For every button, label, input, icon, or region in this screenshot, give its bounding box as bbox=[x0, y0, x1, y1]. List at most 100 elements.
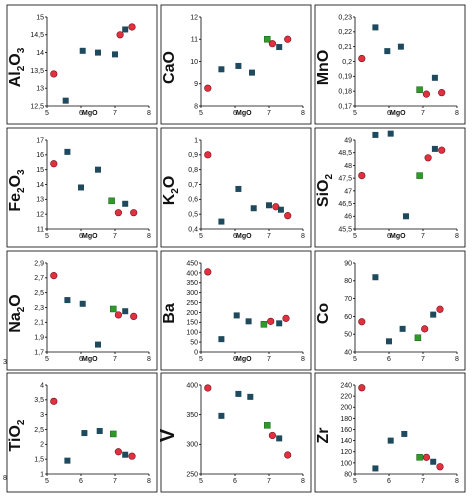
y-tick-label: 70 bbox=[344, 296, 352, 303]
data-point-square bbox=[62, 97, 69, 104]
data-point-square bbox=[79, 47, 86, 54]
x-tick-label: 7 bbox=[113, 233, 117, 240]
panel-cao: 8 9 10 11 12 5 6 7 8 MgO CaO bbox=[160, 4, 312, 125]
y-tick-label: 13,5 bbox=[30, 68, 44, 75]
y-tick-label: 16 bbox=[36, 152, 44, 159]
y-tick-label: 0,4 bbox=[188, 226, 198, 233]
y-tick-label: 17 bbox=[36, 137, 44, 144]
y-tick-label: 4 bbox=[40, 382, 44, 389]
data-point-circle bbox=[114, 311, 122, 319]
data-point-square bbox=[64, 457, 71, 464]
x-tick-label: 8 bbox=[301, 356, 305, 363]
y-tick-label: 1 bbox=[194, 137, 198, 144]
panel-frame bbox=[314, 250, 466, 371]
y-tick-label: 11 bbox=[191, 37, 198, 44]
y-tick-label: 12 bbox=[36, 212, 44, 219]
data-point-square bbox=[397, 43, 404, 50]
panel-ba: 0 50 100 150 200 250 300 350 400 450 5 6 7 8 MgO Ba bbox=[160, 250, 312, 371]
data-point-square bbox=[372, 274, 379, 281]
y-tick-label: 0,5 bbox=[188, 212, 198, 219]
data-point-circle bbox=[284, 451, 292, 459]
y-tick-label: 100 bbox=[186, 330, 198, 337]
data-point-circle bbox=[421, 325, 429, 333]
y-tick-label: 46 bbox=[344, 214, 352, 221]
y-tick-label: 50 bbox=[190, 340, 198, 347]
y-axis-label: TiO2 bbox=[7, 419, 27, 451]
x-axis-label: MgO bbox=[236, 356, 252, 363]
data-point-square bbox=[430, 311, 437, 318]
y-axis-label: SiO2 bbox=[315, 174, 335, 208]
data-point-square bbox=[64, 297, 71, 304]
y-tick-label: 2,9 bbox=[34, 260, 44, 267]
data-point-square bbox=[112, 51, 118, 58]
panel-v: 250 300 350 400 5 6 7 8 V bbox=[157, 372, 312, 493]
y-tick-label: 0,6 bbox=[188, 197, 198, 204]
data-point-square bbox=[430, 458, 437, 465]
x-tick-label: 7 bbox=[421, 478, 425, 485]
x-tick-label: 6 bbox=[233, 233, 237, 240]
panel-na2: 1,7 1,9 2,1 2,3 2,5 2,7 2,9 5 6 7 8 MgO Na2O bbox=[6, 250, 158, 371]
y-axis-label: K2O bbox=[161, 176, 181, 206]
y-tick-label: 47 bbox=[344, 188, 352, 195]
y-tick-label: 350 bbox=[186, 280, 198, 287]
y-axis-label: MnO bbox=[315, 50, 332, 86]
y-tick-label: 3,5 bbox=[34, 397, 44, 404]
x-axis-label: MgO bbox=[236, 110, 252, 117]
x-tick-label: 5 bbox=[353, 233, 357, 240]
y-tick-label: 50 bbox=[344, 332, 352, 339]
data-point-green-square bbox=[414, 334, 422, 342]
y-tick-label: 14 bbox=[36, 182, 44, 189]
y-tick-label: 45,5 bbox=[338, 226, 352, 233]
x-tick-label: 7 bbox=[421, 110, 425, 117]
y-tick-label: 120 bbox=[340, 449, 352, 456]
data-point-circle bbox=[50, 160, 58, 168]
y-axis-label: Ba bbox=[161, 303, 178, 324]
y-tick-label: 40 bbox=[344, 349, 352, 356]
data-point-square bbox=[384, 48, 391, 55]
data-point-circle bbox=[436, 305, 444, 313]
data-point-square bbox=[79, 300, 86, 307]
y-tick-label: 0,9 bbox=[188, 152, 198, 159]
panel-fe23: 11 12 13 14 15 16 17 5 6 7 8 MgO Fe2O3 bbox=[6, 127, 158, 248]
x-tick-label: 8 bbox=[301, 110, 305, 117]
data-point-circle bbox=[114, 209, 122, 217]
data-point-circle bbox=[438, 89, 446, 97]
x-tick-label: 6 bbox=[387, 356, 391, 363]
data-point-square bbox=[218, 218, 225, 225]
y-tick-label: 15 bbox=[36, 167, 44, 174]
data-point-square bbox=[233, 312, 240, 319]
y-tick-label: 47,5 bbox=[338, 176, 352, 183]
data-point-circle bbox=[114, 448, 122, 456]
x-tick-label: 5 bbox=[45, 110, 49, 117]
x-tick-label: 5 bbox=[199, 110, 203, 117]
x-tick-label: 8 bbox=[147, 356, 151, 363]
x-axis-label: MgO bbox=[82, 110, 98, 117]
x-tick-label: 6 bbox=[79, 356, 83, 363]
data-point-square bbox=[122, 451, 129, 458]
data-point-square bbox=[95, 166, 101, 173]
data-point-circle bbox=[268, 431, 277, 440]
x-tick-label: 6 bbox=[233, 478, 237, 485]
y-tick-label: 400 bbox=[186, 382, 198, 389]
data-point-green-square bbox=[260, 321, 268, 328]
data-point-square bbox=[276, 435, 283, 442]
x-tick-label: 5 bbox=[353, 110, 357, 117]
data-point-square bbox=[247, 393, 254, 400]
data-point-circle bbox=[204, 151, 212, 159]
data-point-green-square bbox=[108, 197, 115, 205]
y-tick-label: 300 bbox=[186, 442, 198, 449]
x-tick-label: 7 bbox=[113, 478, 117, 485]
x-tick-label: 5 bbox=[45, 478, 49, 485]
y-tick-label: 400 bbox=[186, 270, 198, 277]
y-tick-label: 90 bbox=[344, 260, 352, 267]
x-tick-label: 6 bbox=[233, 110, 237, 117]
data-point-circle bbox=[50, 397, 58, 405]
data-point-square bbox=[276, 320, 283, 327]
x-axis-label: MgO bbox=[82, 233, 98, 240]
y-tick-label: 15 bbox=[36, 14, 44, 21]
x-tick-label: 8 bbox=[147, 110, 151, 117]
x-tick-label: 5 bbox=[199, 478, 203, 485]
data-point-circle bbox=[358, 318, 366, 326]
y-tick-label: 2,7 bbox=[34, 275, 44, 282]
